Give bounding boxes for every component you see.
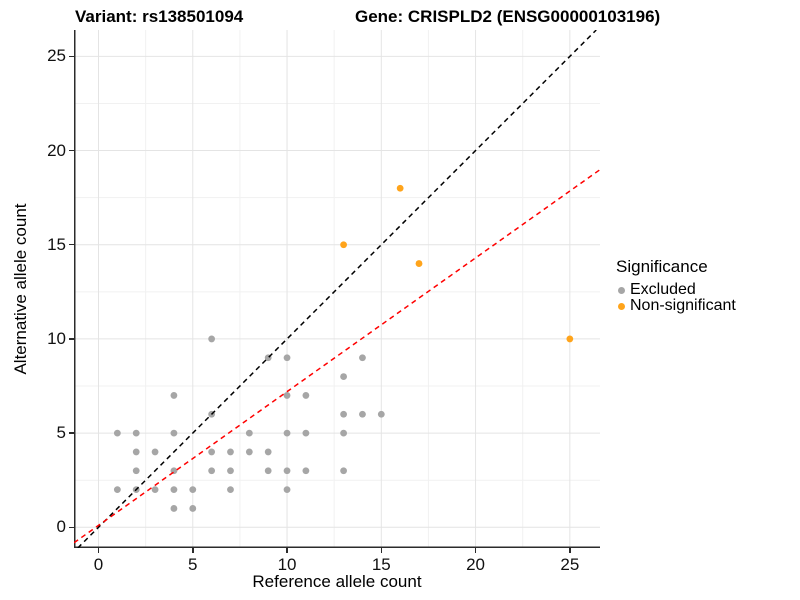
x-tick-label: 10 [277, 555, 297, 574]
data-point-excluded [283, 467, 291, 475]
data-point-excluded [227, 448, 234, 456]
plot-title-gene: Gene: CRISPLD2 (ENSG00000103196) [355, 7, 661, 26]
y-tick-label: 20 [47, 140, 66, 160]
data-point-excluded [245, 429, 253, 437]
data-point-excluded [302, 467, 310, 475]
x-tick-label: 15 [371, 555, 391, 574]
y-tick-mark [69, 432, 74, 434]
data-point-excluded [283, 392, 291, 399]
data-point-excluded [264, 467, 272, 475]
data-point-excluded [302, 392, 310, 399]
data-point-excluded [132, 429, 140, 437]
y-tick-mark [69, 149, 74, 152]
x-tick-mark [569, 548, 571, 553]
data-point-excluded [264, 448, 272, 456]
data-point-excluded [359, 410, 366, 418]
data-point-excluded [377, 410, 385, 418]
x-tick-mark [474, 548, 477, 553]
data-point-excluded [283, 486, 291, 494]
data-point-excluded [340, 410, 347, 418]
x-axis-title: Reference allele count [252, 572, 422, 591]
data-point-excluded [245, 448, 253, 456]
y-tick-label: 15 [47, 234, 66, 254]
x-tick-mark [380, 548, 383, 553]
data-point-excluded [132, 448, 140, 456]
plot-panel [73, 29, 601, 549]
data-point-excluded [113, 486, 121, 494]
data-point-non-significant [396, 184, 404, 192]
data-point-excluded [151, 448, 159, 456]
data-point-non-significant [415, 260, 423, 267]
y-tick-label: 5 [56, 423, 66, 443]
data-point-excluded [227, 486, 234, 494]
legend-label-excluded: Excluded [630, 281, 696, 298]
data-point-excluded [170, 486, 178, 494]
data-point-excluded [208, 448, 216, 456]
y-tick-mark [69, 338, 74, 340]
legend-title: Significance [616, 257, 708, 276]
data-point-excluded [359, 354, 366, 362]
legend-label-non-significant: Non-significant [630, 297, 736, 314]
data-point-excluded [132, 467, 140, 475]
x-tick-label: 0 [93, 555, 104, 574]
y-tick-label: 0 [56, 517, 66, 537]
legend: Significance Excluded Non-significant [616, 257, 736, 314]
data-point-excluded [302, 429, 310, 437]
data-point-excluded [227, 467, 234, 475]
x-tick-mark [286, 548, 288, 553]
legend-item-excluded: Excluded [616, 281, 736, 298]
data-point-excluded [189, 486, 197, 494]
data-point-excluded [340, 467, 347, 475]
y-axis-title: Alternative allele count [11, 203, 30, 375]
excluded-dot-icon [618, 286, 625, 294]
x-tick-label: 5 [188, 555, 198, 574]
data-point-excluded [151, 486, 159, 494]
data-point-excluded [208, 335, 216, 343]
data-point-non-significant [340, 241, 347, 249]
y-tick-label: 25 [47, 46, 66, 66]
legend-item-non-significant: Non-significant [616, 297, 736, 314]
y-tick-mark [69, 55, 74, 58]
data-point-excluded [170, 392, 178, 399]
data-point-excluded [113, 429, 121, 437]
data-point-excluded [189, 505, 197, 512]
data-point-excluded [340, 429, 347, 437]
x-tick-label: 25 [560, 555, 580, 574]
y-tick-label: 10 [47, 328, 66, 348]
data-point-non-significant [566, 335, 574, 343]
data-point-excluded [340, 373, 347, 380]
y-tick-mark [69, 243, 74, 246]
x-tick-mark [192, 548, 194, 553]
data-point-excluded [208, 467, 216, 475]
non-significant-dot-icon [618, 302, 625, 310]
identity-line [77, 29, 597, 549]
x-tick-label: 20 [466, 555, 486, 574]
x-tick-mark [97, 548, 100, 553]
data-point-excluded [170, 505, 178, 512]
plot-canvas [73, 29, 601, 549]
data-point-excluded [283, 354, 291, 362]
data-point-excluded [283, 429, 291, 437]
y-tick-mark [69, 526, 74, 529]
expected-ratio-line [73, 169, 601, 544]
data-point-excluded [170, 429, 178, 437]
plot-title-variant: Variant: rs138501094 [75, 7, 244, 26]
